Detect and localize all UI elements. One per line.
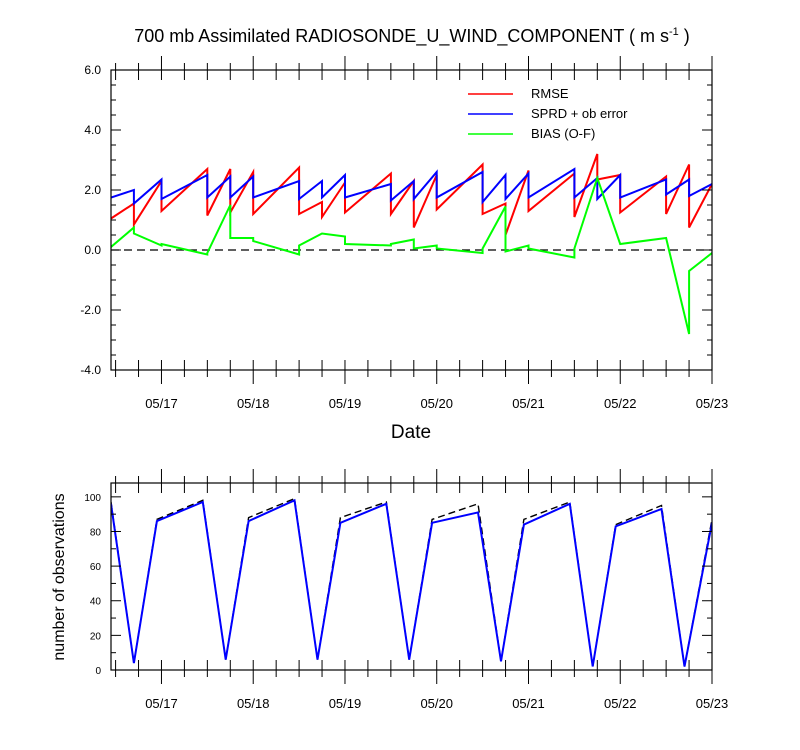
y-tick-label: 40: [90, 597, 102, 608]
x-tick-label: 05/21: [512, 396, 545, 411]
x-tick-label: 05/23: [696, 396, 729, 411]
legend: RMSE SPRD + ob error BIAS (O-F): [468, 86, 628, 141]
y-tick-label: 2.0: [84, 183, 101, 197]
x-tick-label: 05/17: [145, 396, 178, 411]
x-tick-label: 05/19: [329, 396, 362, 411]
x-tick-label: 05/18: [237, 696, 270, 711]
bottom-x-axis: 05/17 05/18 05/19 05/20 05/21 05/22 05/23: [115, 469, 729, 711]
bottom-y-axis: 0 20 40 60 80 100: [84, 493, 712, 677]
y-tick-label: 20: [90, 631, 102, 642]
x-tick-label: 05/20: [420, 396, 453, 411]
y-tick-label: 100: [84, 493, 101, 504]
x-tick-label: 05/20: [420, 696, 453, 711]
series-line-0-0: [111, 153, 712, 236]
x-tick-label: 05/17: [145, 696, 178, 711]
top-y-axis: -4.0 -2.0 0.0 2.0 4.0 6.0: [80, 63, 712, 377]
top-panel: -4.0 -2.0 0.0 2.0 4.0 6.0 05/17 05/18 05/19 05/2…: [80, 56, 728, 443]
y-tick-label: 80: [90, 527, 102, 538]
series-line-1-1: [111, 498, 712, 667]
x-tick-label: 05/22: [604, 696, 637, 711]
y-tick-label: 60: [90, 562, 102, 573]
legend-label-bias: BIAS (O-F): [531, 126, 595, 141]
x-tick-label: 05/22: [604, 396, 637, 411]
x-tick-label: 05/19: [329, 696, 362, 711]
bottom-y-axis-label: number of observations: [51, 493, 68, 660]
top-x-axis-label: Date: [391, 422, 431, 443]
legend-label-sprd: SPRD + ob error: [531, 106, 628, 121]
x-tick-label: 05/18: [237, 396, 270, 411]
chart-title-main: 700 mb Assimilated RADIOSONDE_U_WIND_COM…: [134, 26, 669, 47]
y-tick-label: -2.0: [80, 303, 101, 317]
series-line-0-2: [111, 174, 712, 335]
x-tick-label: 05/23: [696, 696, 729, 711]
y-tick-label: 6.0: [84, 63, 101, 77]
bottom-series-group: [111, 497, 712, 667]
y-tick-label: -4.0: [80, 363, 101, 377]
bottom-plot-frame: [110, 482, 713, 671]
top-series-group: [111, 153, 712, 335]
chart-title-superscript: -1: [669, 26, 679, 38]
x-tick-label: 05/21: [512, 696, 545, 711]
y-tick-label: 0.0: [84, 243, 101, 257]
legend-label-rmse: RMSE: [531, 86, 569, 101]
chart-title-end: ): [679, 26, 690, 46]
y-tick-label: 0: [95, 666, 101, 677]
series-line-0-1: [111, 167, 712, 206]
y-tick-label: 4.0: [84, 123, 101, 137]
chart-title: 700 mb Assimilated RADIOSONDE_U_WIND_COM…: [134, 26, 690, 47]
top-x-axis: 05/17 05/18 05/19 05/20 05/21 05/22 05/23: [115, 56, 729, 411]
